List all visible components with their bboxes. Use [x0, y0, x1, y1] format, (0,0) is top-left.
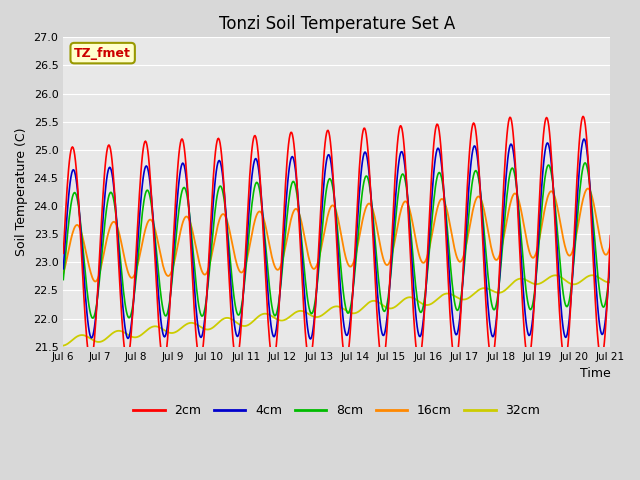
Text: TZ_fmet: TZ_fmet: [74, 47, 131, 60]
Y-axis label: Soil Temperature (C): Soil Temperature (C): [15, 128, 28, 256]
Title: Tonzi Soil Temperature Set A: Tonzi Soil Temperature Set A: [219, 15, 455, 33]
Legend: 2cm, 4cm, 8cm, 16cm, 32cm: 2cm, 4cm, 8cm, 16cm, 32cm: [128, 399, 545, 422]
X-axis label: Time: Time: [580, 367, 611, 380]
